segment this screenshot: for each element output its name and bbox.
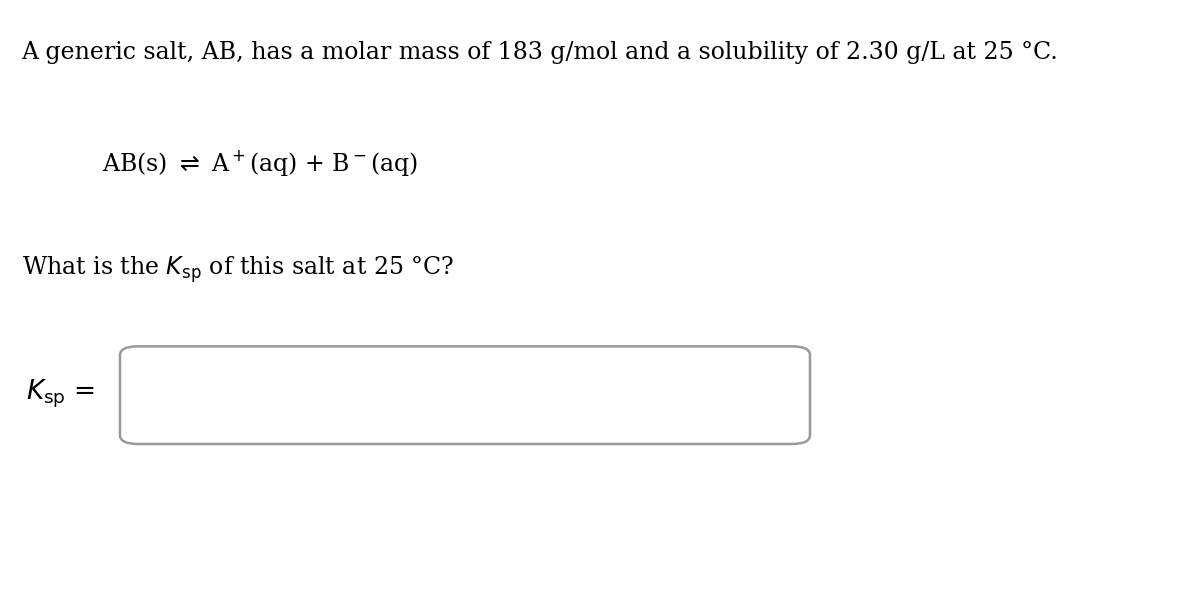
Text: $K_{\mathrm{sp}}$ =: $K_{\mathrm{sp}}$ = [26,378,96,410]
Text: AB(s) $\rightleftharpoons$ A$^+$(aq) + B$^-$(aq): AB(s) $\rightleftharpoons$ A$^+$(aq) + B… [102,148,419,178]
Text: A generic salt, AB, has a molar mass of 183 g/mol and a solubility of 2.30 g/L a: A generic salt, AB, has a molar mass of … [22,41,1058,65]
FancyBboxPatch shape [120,346,810,444]
Text: What is the $K_{\mathrm{sp}}$ of this salt at 25 °C?: What is the $K_{\mathrm{sp}}$ of this sa… [22,255,454,285]
